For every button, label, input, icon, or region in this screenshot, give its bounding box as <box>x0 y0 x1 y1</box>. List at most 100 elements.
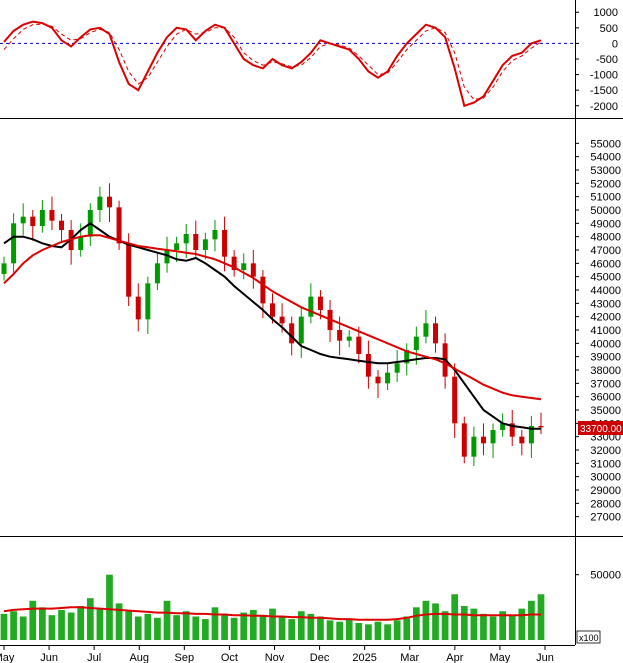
volume-bar <box>249 609 257 640</box>
candle-body <box>30 216 36 226</box>
price-tick-label: 36000 <box>590 392 621 404</box>
price-tick-label: 30000 <box>590 472 621 484</box>
candle-body <box>97 196 103 210</box>
x-tick-label: Mar <box>400 652 419 663</box>
price-tick-label: 28000 <box>590 498 621 510</box>
candle-body <box>413 336 419 350</box>
candle-body <box>193 234 199 250</box>
candle-body <box>78 236 84 250</box>
volume-unit-box <box>576 630 601 644</box>
price-tick-label: 38000 <box>590 365 621 377</box>
price-tick-label: 50000 <box>590 205 621 217</box>
x-tick-label: Aug <box>129 652 149 663</box>
osc-panel: 1000 500 0 -500 -1000 -1500 -2000 <box>0 0 618 117</box>
price-tick-label: 41000 <box>590 325 621 337</box>
candle-body <box>231 256 237 270</box>
volume-bar <box>163 600 171 640</box>
price-tick-label: 35000 <box>590 405 621 417</box>
candle-body <box>490 430 496 444</box>
candle-body <box>126 243 132 297</box>
candle-body <box>135 296 141 320</box>
volume-bar <box>528 600 535 640</box>
volume-bar <box>307 613 315 640</box>
candle-body <box>461 423 467 457</box>
last-price-label: 33700.00 <box>578 421 623 435</box>
osc-tick-label: 1000 <box>594 7 618 19</box>
candle-body <box>433 323 439 344</box>
osc-tick-label: -500 <box>596 54 618 66</box>
candle-body <box>174 243 180 250</box>
price-tick-label: 49000 <box>590 218 621 230</box>
price-tick-label: 47000 <box>590 245 621 257</box>
volume-bar <box>259 615 267 640</box>
volume-plot <box>0 574 545 640</box>
candle-body <box>346 336 352 341</box>
candle-body <box>154 263 160 284</box>
volume-bar <box>355 623 363 640</box>
volume-bar <box>173 615 180 640</box>
osc-series-1 <box>3 20 542 108</box>
volume-bar <box>106 574 113 640</box>
volume-bar <box>125 611 133 640</box>
candle-body <box>365 354 371 377</box>
volume-bar <box>451 594 459 640</box>
x-tick-label: Nov <box>265 652 285 663</box>
last-price-text: 33700.00 <box>580 424 622 435</box>
volume-bar <box>384 624 391 640</box>
price-tick-label: 27000 <box>590 512 621 524</box>
candle-body <box>404 350 410 364</box>
last-price-box <box>578 421 623 435</box>
candle-body <box>49 210 55 221</box>
candle-body <box>164 250 170 264</box>
osc-tick-label: 0 <box>612 38 618 50</box>
price-tick-label: 44000 <box>590 285 621 297</box>
osc-series-2 <box>3 23 542 101</box>
candle-body <box>519 436 525 444</box>
price-tick-label: 53000 <box>590 165 621 177</box>
x-tick-label: Apr <box>446 652 463 663</box>
candle-body <box>39 210 45 226</box>
volume-bar <box>134 616 142 640</box>
candle-body <box>375 376 381 384</box>
price-tick-label: 46000 <box>590 258 621 270</box>
x-tick-label: Jun <box>40 652 58 663</box>
volume-bar <box>192 616 200 640</box>
x-tick-label: Jul <box>87 652 101 663</box>
candle-body <box>1 263 7 274</box>
volume-unit-text: x100 <box>579 633 599 643</box>
volume-bar <box>297 611 305 640</box>
moving-average-long <box>3 234 542 401</box>
volume-bar <box>202 619 209 640</box>
price-tick-label: 40000 <box>590 338 621 350</box>
candle-body <box>471 436 477 457</box>
price-tick-label: 52000 <box>590 178 621 190</box>
candle-body <box>11 223 17 264</box>
candle-body <box>317 296 323 310</box>
osc-plot <box>0 20 575 108</box>
volume-bar <box>412 607 420 640</box>
volume-bar <box>288 619 296 640</box>
candle-body <box>509 423 515 437</box>
volume-bar <box>537 594 545 640</box>
volume-bar <box>365 624 372 640</box>
osc-tick-label: -1000 <box>590 70 618 82</box>
osc-tick-label: -2000 <box>590 101 618 113</box>
price-tick-label: 55000 <box>590 138 621 150</box>
candle-body <box>241 263 247 270</box>
volume-bar <box>39 607 46 640</box>
candle-body <box>116 207 122 244</box>
price-tick-label: 37000 <box>590 378 621 390</box>
volume-bar <box>240 612 248 640</box>
x-tick-label: Oct <box>221 652 238 663</box>
x-tick-label: Sep <box>175 652 195 663</box>
volume-bar <box>374 621 382 640</box>
volume-y-axis: 50000 <box>575 570 621 582</box>
candle-body <box>289 323 295 344</box>
volume-bar <box>269 608 276 640</box>
volume-bar <box>345 619 353 640</box>
volume-bar <box>499 611 506 640</box>
x-tick-label: Jun <box>536 652 554 663</box>
